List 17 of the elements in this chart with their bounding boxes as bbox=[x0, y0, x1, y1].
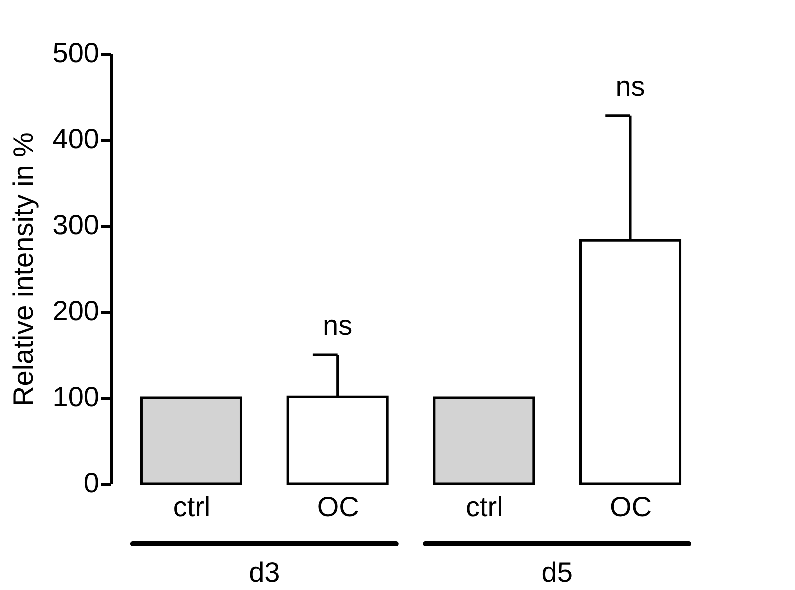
x-tick-label: OC bbox=[610, 492, 652, 522]
x-tick-label: ctrl bbox=[173, 492, 211, 522]
text: d5 bbox=[542, 557, 573, 588]
y-tick-label: 400 bbox=[52, 124, 100, 154]
y-axis-title: Relative intensity in % bbox=[8, 132, 39, 406]
y-tick-label: 300 bbox=[52, 210, 100, 240]
y-tick-label: 200 bbox=[52, 296, 100, 326]
bar bbox=[140, 396, 242, 486]
text: d3 bbox=[249, 557, 280, 588]
x-tick-label: OC bbox=[317, 492, 360, 522]
y-tick-label: 500 bbox=[52, 38, 100, 68]
x-tick-label: ctrl bbox=[466, 492, 504, 522]
bar bbox=[433, 396, 536, 486]
y-tick-label: 0 bbox=[84, 468, 100, 498]
annotation: ns bbox=[323, 310, 353, 341]
annotation: ns bbox=[616, 70, 646, 102]
y-tick-label: 100 bbox=[52, 382, 100, 412]
